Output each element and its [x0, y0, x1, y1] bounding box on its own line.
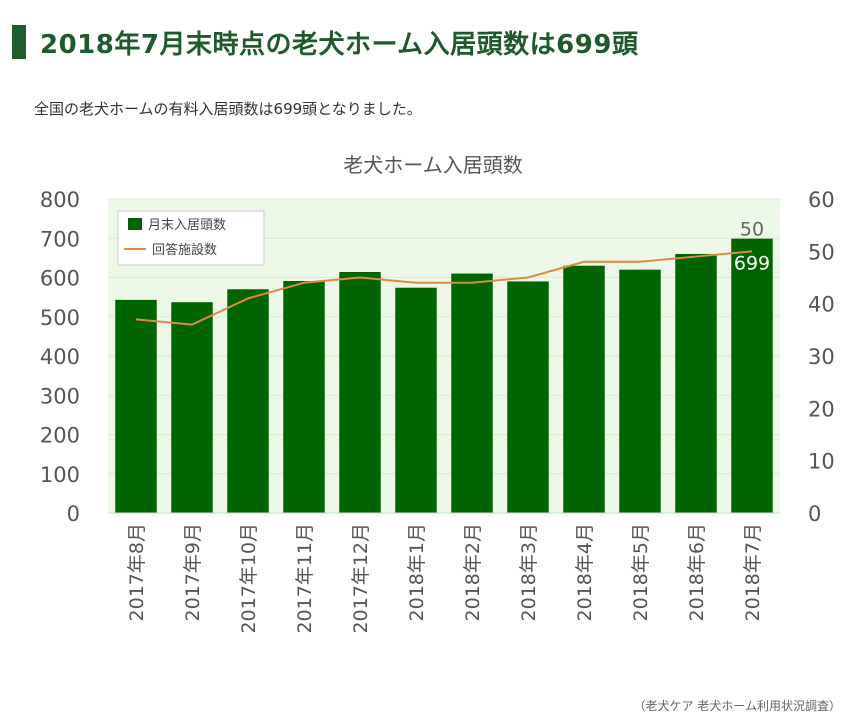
- bar: [731, 238, 773, 513]
- right-tick-label: 10: [808, 450, 835, 474]
- category-label: 2017年9月: [182, 523, 204, 621]
- left-tick-label: 0: [67, 502, 80, 526]
- bar: [395, 287, 437, 513]
- bar: [619, 269, 661, 513]
- line-data-label: 50: [740, 218, 764, 240]
- left-tick-label: 600: [40, 267, 80, 291]
- legend-box: [117, 210, 265, 266]
- heading-text: 2018年7月末時点の老犬ホーム入居頭数は699頭: [40, 29, 639, 60]
- category-label: 2018年3月: [518, 523, 540, 621]
- left-tick-label: 200: [40, 424, 80, 448]
- right-tick-label: 40: [808, 293, 835, 317]
- bar: [675, 253, 717, 513]
- source-note: （老犬ケア 老犬ホーム利用状況調査）: [633, 699, 841, 713]
- category-label: 2017年11月: [294, 523, 316, 634]
- legend-bar-label: 月末入居頭数: [148, 218, 226, 233]
- right-tick-label: 0: [808, 502, 821, 526]
- left-tick-label: 700: [40, 227, 80, 251]
- bar: [227, 289, 269, 513]
- legend-line-label: 回答施設数: [152, 242, 217, 258]
- category-label: 2018年1月: [406, 523, 428, 621]
- page-heading: 2018年7月末時点の老犬ホーム入居頭数は699頭: [12, 22, 638, 62]
- left-tick-label: 400: [40, 345, 80, 369]
- bar: [339, 272, 381, 513]
- bar: [451, 273, 493, 513]
- combo-chart: 老犬ホーム入居頭数 0 100 200 300 400 500 600 700 800 0 10 20 3…: [40, 153, 835, 634]
- category-label: 2017年10月: [238, 523, 260, 634]
- category-label: 2018年6月: [686, 523, 708, 621]
- category-label: 2017年12月: [350, 523, 372, 634]
- chart-title: 老犬ホーム入居頭数: [343, 153, 522, 177]
- right-tick-label: 20: [808, 397, 835, 421]
- category-label: 2018年5月: [630, 523, 652, 621]
- left-tick-label: 300: [40, 384, 80, 408]
- bar-data-label: 699: [734, 253, 770, 275]
- bar: [283, 281, 325, 513]
- bar: [563, 265, 605, 513]
- bar: [507, 281, 549, 513]
- category-label: 2017年8月: [126, 523, 148, 621]
- bar: [115, 299, 157, 513]
- left-tick-label: 100: [40, 463, 80, 487]
- lead-text: 全国の老犬ホームの有料入居頭数は699頭となりました。: [34, 100, 422, 118]
- category-label: 2018年7月: [742, 523, 764, 621]
- left-tick-label: 800: [40, 188, 80, 212]
- legend-bar-swatch: [128, 218, 142, 230]
- category-label: 2018年4月: [574, 523, 596, 621]
- left-tick-label: 500: [40, 306, 80, 330]
- heading-accent-bar: [12, 25, 26, 59]
- right-tick-label: 30: [808, 345, 835, 369]
- bar: [171, 302, 213, 513]
- right-tick-label: 60: [808, 188, 835, 212]
- category-label: 2018年2月: [462, 523, 484, 621]
- right-tick-label: 50: [808, 240, 835, 264]
- line-series: [135, 250, 753, 326]
